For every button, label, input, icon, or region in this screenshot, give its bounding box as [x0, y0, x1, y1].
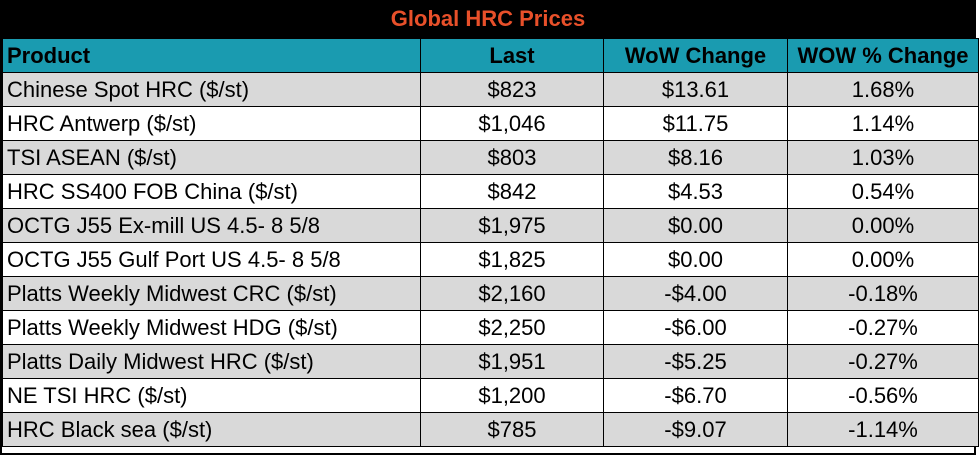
table-row: OCTG J55 Ex-mill US 4.5- 8 5/8 $1,975 $0.0…	[2, 208, 979, 243]
table-title: Global HRC Prices	[2, 2, 974, 38]
cell-last: $2,250	[420, 310, 604, 345]
cell-last: $1,825	[420, 242, 604, 277]
table-row: NE TSI HRC ($/st) $1,200 -$6.70 -0.56%	[2, 378, 979, 413]
cell-last: $1,975	[420, 208, 604, 243]
prices-grid: Product Last WoW Change WOW % Change Chi…	[2, 38, 979, 447]
column-header-product: Product	[2, 38, 421, 73]
cell-wow-pct-change: -0.56%	[787, 378, 979, 413]
cell-product: HRC SS400 FOB China ($/st)	[2, 174, 421, 209]
cell-wow-pct-change: -1.14%	[787, 412, 979, 447]
column-header-wow-change: WoW Change	[603, 38, 788, 73]
cell-product: Platts Weekly Midwest HDG ($/st)	[2, 310, 421, 345]
cell-wow-change: $8.16	[603, 140, 788, 175]
cell-product: Platts Weekly Midwest CRC ($/st)	[2, 276, 421, 311]
cell-product: TSI ASEAN ($/st)	[2, 140, 421, 175]
table-row: Chinese Spot HRC ($/st) $823 $13.61 1.68%	[2, 72, 979, 107]
cell-last: $842	[420, 174, 604, 209]
cell-last: $803	[420, 140, 604, 175]
cell-product: OCTG J55 Ex-mill US 4.5- 8 5/8	[2, 208, 421, 243]
cell-wow-change: $11.75	[603, 106, 788, 141]
cell-product: OCTG J55 Gulf Port US 4.5- 8 5/8	[2, 242, 421, 277]
cell-wow-change: $13.61	[603, 72, 788, 107]
table-row: OCTG J55 Gulf Port US 4.5- 8 5/8 $1,825 $0…	[2, 242, 979, 277]
cell-wow-pct-change: -0.18%	[787, 276, 979, 311]
cell-last: $2,160	[420, 276, 604, 311]
table-row: HRC SS400 FOB China ($/st) $842 $4.53 0.54%	[2, 174, 979, 209]
cell-product: NE TSI HRC ($/st)	[2, 378, 421, 413]
cell-wow-pct-change: 0.54%	[787, 174, 979, 209]
cell-last: $1,046	[420, 106, 604, 141]
cell-product: HRC Black sea ($/st)	[2, 412, 421, 447]
cell-wow-pct-change: 0.00%	[787, 208, 979, 243]
table-row: Platts Weekly Midwest HDG ($/st) $2,250 -$…	[2, 310, 979, 345]
column-header-wow-pct-change: WOW % Change	[787, 38, 979, 73]
cell-product: HRC Antwerp ($/st)	[2, 106, 421, 141]
cell-wow-change: $0.00	[603, 208, 788, 243]
table-row: Platts Weekly Midwest CRC ($/st) $2,160 -$…	[2, 276, 979, 311]
cell-wow-change: -$6.00	[603, 310, 788, 345]
cell-wow-pct-change: 1.68%	[787, 72, 979, 107]
cell-wow-change: $4.53	[603, 174, 788, 209]
cell-wow-pct-change: 0.00%	[787, 242, 979, 277]
table-row: HRC Black sea ($/st) $785 -$9.07 -1.14%	[2, 412, 979, 447]
header-row: Product Last WoW Change WOW % Change	[2, 38, 979, 73]
table-row: HRC Antwerp ($/st) $1,046 $11.75 1.14%	[2, 106, 979, 141]
cell-last: $823	[420, 72, 604, 107]
cell-product: Chinese Spot HRC ($/st)	[2, 72, 421, 107]
column-header-last: Last	[420, 38, 604, 73]
table-row: Platts Daily Midwest HRC ($/st) $1,951 -$5…	[2, 344, 979, 379]
cell-wow-change: -$4.00	[603, 276, 788, 311]
cell-wow-change: -$9.07	[603, 412, 788, 447]
cell-last: $785	[420, 412, 604, 447]
cell-last: $1,951	[420, 344, 604, 379]
cell-wow-pct-change: 1.03%	[787, 140, 979, 175]
cell-wow-pct-change: -0.27%	[787, 344, 979, 379]
cell-wow-change: -$5.25	[603, 344, 788, 379]
cell-last: $1,200	[420, 378, 604, 413]
cell-wow-change: -$6.70	[603, 378, 788, 413]
cell-wow-pct-change: -0.27%	[787, 310, 979, 345]
table-row: TSI ASEAN ($/st) $803 $8.16 1.03%	[2, 140, 979, 175]
cell-wow-pct-change: 1.14%	[787, 106, 979, 141]
cell-wow-change: $0.00	[603, 242, 788, 277]
cell-product: Platts Daily Midwest HRC ($/st)	[2, 344, 421, 379]
